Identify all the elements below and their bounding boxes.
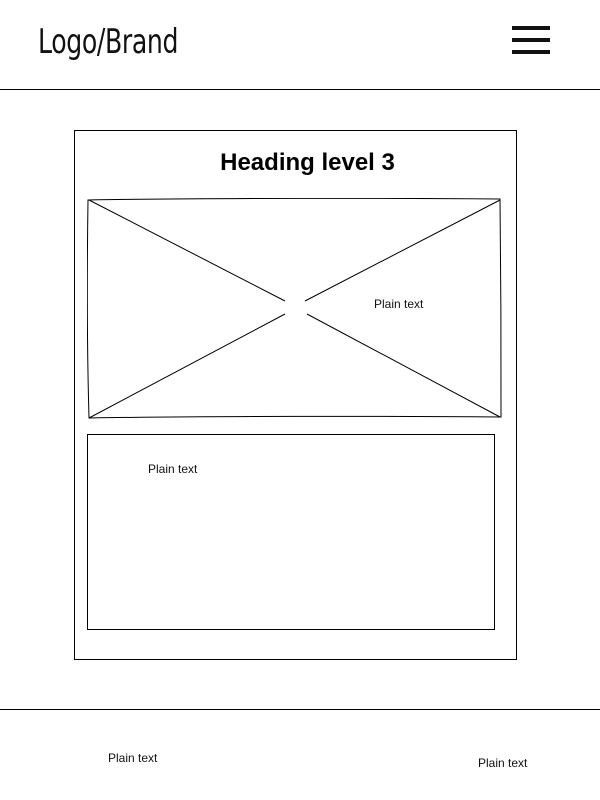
image-caption: Plain text: [373, 296, 425, 312]
image-placeholder-icon: [87, 198, 502, 419]
hamburger-menu-button[interactable]: [510, 24, 552, 58]
site-header: Logo/Brand: [0, 0, 600, 90]
content-card: Heading level 3 Plain text Plain text: [74, 130, 517, 660]
footer-left-text: Plain text: [108, 751, 158, 765]
brand-logo[interactable]: Logo/Brand: [38, 22, 179, 62]
header-divider: [0, 89, 600, 90]
footer-divider: [0, 709, 600, 710]
text-box: Plain text: [87, 434, 495, 630]
text-box-text: Plain text: [148, 462, 198, 476]
card-heading: Heading level 3: [220, 149, 395, 176]
hamburger-menu-icon: [512, 26, 550, 54]
footer-right-text: Plain text: [478, 756, 528, 770]
image-placeholder: Plain text: [87, 198, 503, 420]
